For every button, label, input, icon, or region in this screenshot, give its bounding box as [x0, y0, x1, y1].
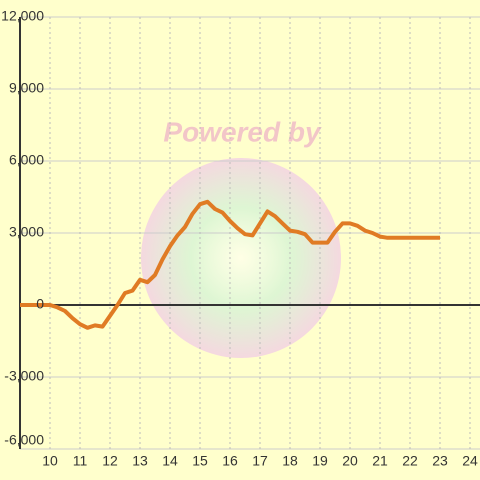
x-tick-label: 12: [102, 453, 118, 469]
x-tick-label: 21: [372, 453, 388, 469]
watermark-logo: [141, 158, 341, 358]
x-tick-label: 24: [462, 453, 478, 469]
y-tick-label: 3,000: [9, 224, 44, 240]
y-tick-label: 12,000: [1, 8, 44, 24]
y-tick-label: 9,000: [9, 80, 44, 96]
x-tick-label: 14: [162, 453, 178, 469]
line: [20, 199, 440, 330]
x-tick-label: 16: [222, 453, 238, 469]
x-tick-label: 18: [282, 453, 298, 469]
x-tick-label: 10: [42, 453, 58, 469]
x-tick-label: 23: [432, 453, 448, 469]
y-tick-label: -6,000: [4, 432, 44, 448]
x-tick-label: 20: [342, 453, 358, 469]
y-tick-label: 0: [36, 296, 44, 312]
y-tick-label: -3,000: [4, 368, 44, 384]
y-tick-label: 6,000: [9, 152, 44, 168]
x-tick-label: 15: [192, 453, 208, 469]
x-tick-label: 17: [252, 453, 268, 469]
x-tick-label: 11: [73, 453, 88, 469]
x-tick-label: 19: [312, 453, 328, 469]
x-tick-label: 22: [402, 453, 418, 469]
x-tick-label: 13: [132, 453, 148, 469]
watermark-text: Powered by: [163, 116, 322, 147]
